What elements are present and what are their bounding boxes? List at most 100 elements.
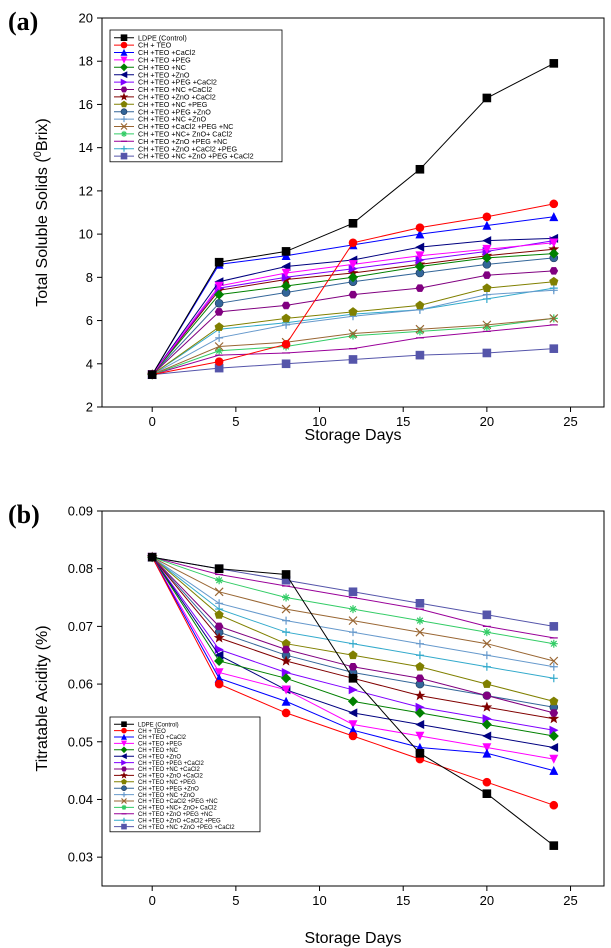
data-point (482, 244, 492, 254)
x-tick-label: 5 (232, 414, 239, 429)
data-point (147, 370, 157, 379)
legend-item: CH +TEO +PEG +ZnO (114, 785, 199, 792)
legend-marker (121, 785, 127, 792)
data-point (549, 344, 559, 353)
data-point (549, 696, 559, 706)
legend-item: CH +TEO +ZnO +CaCl2 (114, 771, 204, 780)
legend-marker (120, 100, 128, 108)
data-point (348, 307, 358, 316)
data-point (214, 298, 224, 308)
y-tick-label: 0.04 (68, 792, 93, 807)
x-tick-label: 0 (149, 414, 156, 429)
legend-item: CH +TEO +NC +ZnO (114, 792, 195, 799)
data-point (214, 622, 224, 631)
x-axis: 0 5 10 15 20 25 (149, 407, 578, 429)
series-0 (147, 552, 559, 850)
data-point (482, 212, 492, 222)
data-point (281, 268, 291, 278)
data-point (281, 645, 291, 654)
legend-marker (120, 771, 128, 779)
panel-label: (a) (8, 7, 38, 36)
data-point (282, 616, 291, 625)
legend-item: CH +TEO +NC +CaCl2 (114, 766, 201, 773)
legend-label: CH +TEO +NC +ZnO +PEG +CaCl2 (138, 825, 235, 831)
data-point (549, 662, 558, 671)
legend-item: CH +TEO +PEG (114, 55, 191, 64)
data-point (482, 789, 492, 798)
legend-marker (120, 78, 128, 86)
data-point (549, 656, 559, 666)
data-point (414, 689, 426, 701)
y-tick-label: 18 (79, 54, 93, 69)
panel-label: (b) (8, 500, 40, 529)
legend-box (109, 29, 283, 163)
legend-label: CH +TEO +NC +ZnO (138, 115, 207, 124)
legend-item: CH +TEO +CaCl2 +PEG +NC (114, 122, 233, 131)
legend-item: CH +TEO +NC+ ZnO+ CaCl2 (114, 129, 232, 138)
data-point (348, 329, 358, 338)
series-0 (147, 59, 559, 379)
data-point (348, 290, 358, 299)
legend-marker (120, 63, 128, 72)
y-tick-label: 0.05 (68, 734, 93, 749)
data-point (482, 639, 492, 649)
data-point (482, 628, 491, 637)
data-point (348, 219, 358, 228)
data-point (281, 696, 291, 706)
data-point (415, 242, 425, 252)
legend-marker (120, 56, 128, 64)
y-axis-title: Titratable Acidity (%) (34, 625, 51, 771)
legend-label: CH +TEO +PEG (138, 55, 191, 64)
data-point (548, 730, 559, 742)
data-point (415, 164, 425, 174)
legend-marker (121, 116, 127, 123)
data-point (549, 238, 559, 248)
data-point (349, 331, 357, 340)
chart-panel-a: (a) 0 5 10 15 20 25 2 4 6 8 10 12 14 16 18 20 Storage Day… (8, 7, 605, 444)
data-point (482, 323, 491, 332)
legend-marker (121, 733, 127, 740)
data-point (549, 212, 559, 222)
legend-label: CH +TEO +CaCl2 +PEG +NC (138, 122, 233, 131)
legend-label: CH +TEO +ZnO +PEG +NC (138, 137, 227, 146)
data-point (415, 731, 425, 741)
y-tick-label: 0.09 (68, 504, 93, 519)
y-tick-label: 12 (79, 183, 93, 198)
data-point (548, 713, 560, 724)
data-point (213, 632, 225, 643)
x-tick-label: 20 (480, 414, 494, 429)
data-point (281, 570, 291, 579)
y-tick-label: 0.06 (68, 677, 93, 692)
legend-label: CH +TEO +NC +CaCl2 (138, 85, 212, 94)
series-line (152, 317, 554, 376)
data-point (549, 709, 559, 717)
data-point (482, 610, 492, 620)
data-point (549, 674, 558, 683)
data-point (482, 348, 492, 358)
x-tick-label: 25 (563, 414, 577, 429)
data-point (415, 300, 425, 310)
legend-item: CH +TEO +NC+ ZnO+ CaCl2 (114, 804, 217, 812)
data-point (414, 707, 425, 718)
data-point (347, 272, 359, 283)
series-6 (147, 552, 559, 735)
data-point (549, 622, 559, 631)
data-point (215, 576, 224, 585)
series-line (151, 556, 554, 720)
data-point (214, 357, 224, 366)
legend-marker (120, 86, 128, 93)
series-group (146, 551, 560, 850)
legend-label: CH +TEO +ZnO +CaCl2 (138, 774, 204, 780)
series-16 (147, 344, 559, 379)
data-point (281, 673, 292, 684)
legend-label: CH +TEO +PEG +ZnO (138, 786, 199, 792)
data-point (214, 342, 224, 351)
series-9 (147, 276, 559, 379)
legend-marker (121, 798, 127, 804)
series-7 (147, 267, 559, 379)
x-axis-title: Storage Days (305, 930, 402, 947)
data-point (214, 257, 224, 267)
y-tick-label: 20 (79, 11, 93, 26)
data-point (147, 552, 157, 562)
